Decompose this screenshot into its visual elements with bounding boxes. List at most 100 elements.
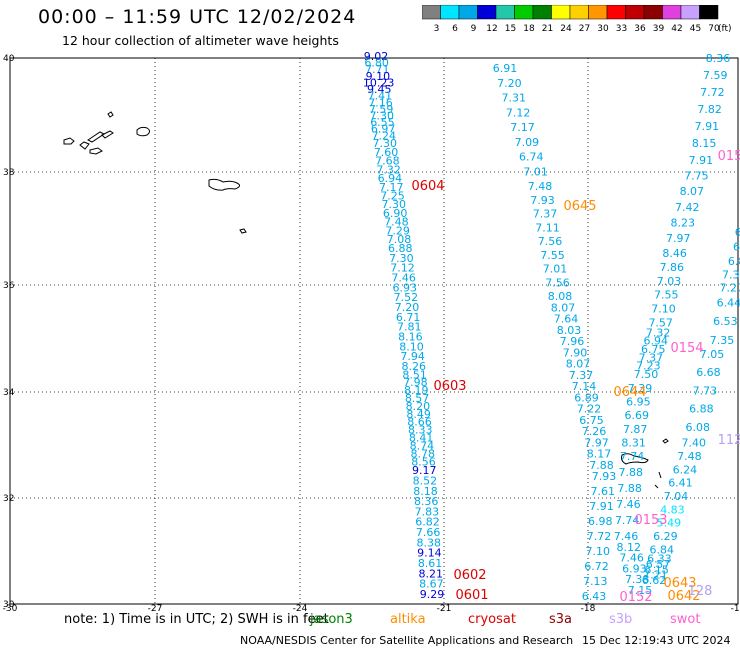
wave-height-value: 7.37 <box>569 369 594 382</box>
wave-height-value: 6.94 <box>643 335 668 348</box>
wave-height-value: 7.46 <box>619 552 644 565</box>
wave-height-value: 7.73 <box>693 384 718 397</box>
footer-credit: NOAA/NESDIS Center for Satellite Applica… <box>240 634 574 647</box>
x-tick-label: -24 <box>293 604 308 612</box>
wave-height-value: 7.87 <box>623 423 648 436</box>
pass-id-label: 0644 <box>613 385 646 400</box>
wave-height-value: 6. <box>735 226 740 239</box>
map-frame <box>9 57 739 605</box>
wave-height-value: 7.41 <box>368 90 393 103</box>
coastline-island <box>654 484 659 489</box>
wave-height-value: 6.75 <box>641 343 666 356</box>
wave-height-value: 8.07 <box>551 301 576 314</box>
wave-height-value: 7.37 <box>639 351 664 364</box>
wave-height-value: 7.30 <box>370 110 395 123</box>
wave-height-value: 7.12 <box>390 262 415 275</box>
wave-height-value: 8.10 <box>399 340 424 353</box>
coastline-island <box>136 126 150 137</box>
wave-height-value: 7.96 <box>560 335 585 348</box>
wave-height-value: 7.59 <box>369 103 394 116</box>
colorbar-tick-label: 33 <box>616 24 627 34</box>
wave-height-value: 7.86 <box>660 261 685 274</box>
wave-height-value: 7.11 <box>535 221 560 234</box>
pass-id-label: 128 <box>688 584 713 599</box>
wave-height-value: 6.69 <box>625 409 650 422</box>
wave-height-value: 7.08 <box>387 233 412 246</box>
wave-height-value: 7.52 <box>394 291 419 304</box>
coastline-island <box>101 130 114 139</box>
wave-height-value: 6.62 <box>642 574 667 587</box>
wave-height-value: 7.25 <box>380 189 405 202</box>
colorbar-tick-label: 36 <box>634 24 646 34</box>
colorbar-unit: (ft) <box>718 24 732 34</box>
wave-height-value: 6.8 <box>728 255 740 268</box>
wave-height-value: 7.30 <box>389 252 414 265</box>
wave-height-value: 6.71 <box>396 311 421 324</box>
wave-height-value: 9.45 <box>367 83 392 96</box>
wave-height-value: 7.03 <box>657 275 682 288</box>
wave-height-value: 7.39 <box>628 382 653 395</box>
wave-height-value: 6.44 <box>717 296 740 309</box>
wave-height-value: 6.57 <box>646 558 671 571</box>
wave-height-value: 7.09 <box>515 136 540 149</box>
wave-height-value: 4.83 <box>660 503 685 516</box>
wave-height-value: 6.24 <box>673 463 698 476</box>
wave-height-value: 7.42 <box>675 201 700 214</box>
wave-height-value: 6.98 <box>588 515 613 528</box>
wave-height-value: 7.88 <box>619 466 644 479</box>
colorbar-tick-label: 42 <box>671 24 682 34</box>
wave-height-value: 5.49 <box>657 517 682 530</box>
wave-height-value: 8.07 <box>680 185 705 198</box>
y-tick-label: 34 <box>3 388 15 398</box>
satellite-jason3-label: jason3 <box>310 612 353 627</box>
wave-height-value: 7.97 <box>584 436 609 449</box>
satellite-swot-label: swot <box>670 612 701 627</box>
wave-height-value: 7.21 <box>643 569 668 582</box>
satellite-altika-label: altika <box>390 612 426 627</box>
wave-height-value: 7.10 <box>586 545 611 558</box>
wave-height-value: 6.82 <box>415 516 440 529</box>
pass-id-label: 0153 <box>634 513 667 528</box>
wave-height-value: 7.23 <box>636 360 661 373</box>
wave-height-value: 6.75 <box>579 414 604 427</box>
wave-height-value: 8.18 <box>413 485 438 498</box>
colorbar-tick-label: 27 <box>579 24 590 34</box>
wave-height-value: 6.53 <box>713 315 738 328</box>
coastline-island <box>89 147 103 155</box>
wave-height-value: 7.20 <box>497 77 522 90</box>
wave-height-value: 7.38 <box>625 573 650 586</box>
wave-height-value: 6.72 <box>584 560 609 573</box>
wave-height-value: 9.10 <box>366 70 391 83</box>
wave-height-value: 7.40 <box>682 437 707 450</box>
wave-height-value: 7.46 <box>616 498 641 511</box>
coastline-island <box>63 137 75 145</box>
wave-height-value: 8.21 <box>418 567 443 580</box>
wave-height-value: 6.93 <box>622 562 647 575</box>
wave-height-value: 7.29 <box>385 224 410 237</box>
pass-id-label: 112 <box>718 433 740 448</box>
pass-id-label: 0152 <box>619 590 652 605</box>
wave-height-value: 7.91 <box>695 120 720 133</box>
pass-id-label: 0601 <box>455 588 488 603</box>
wave-height-value: 7.31 <box>502 92 527 105</box>
colorbar-tick-label: 12 <box>486 24 497 34</box>
colorbar-tick-label: 39 <box>653 24 665 34</box>
wave-height-value: 8.41 <box>409 432 434 445</box>
wave-height-value: 6.80 <box>364 57 389 70</box>
wave-height-value: 7.82 <box>697 103 722 116</box>
wave-height-value: 7.66 <box>416 526 441 539</box>
wave-height-value: 9.14 <box>417 547 442 560</box>
map-subtitle: 12 hour collection of altimeter wave hei… <box>62 33 339 48</box>
coastline-island <box>87 131 105 143</box>
wave-height-map: -30-27-24-21-18-153032343638409.026.807.… <box>3 50 740 612</box>
wave-height-value: 7.48 <box>677 450 702 463</box>
wave-height-value: 7.71 <box>365 63 390 76</box>
map-title: 00:00 – 11:59 UTC 12/02/2024 <box>38 6 357 28</box>
wave-height-value: 8.15 <box>692 137 717 150</box>
pass-id-label: 0154 <box>670 341 703 356</box>
y-tick-label: 36 <box>3 281 15 291</box>
wave-height-value: 7.15 <box>628 584 653 597</box>
wave-height-value: 7.04 <box>664 490 689 503</box>
wave-height-value: 8.12 <box>617 541 642 554</box>
coastline-island <box>662 438 669 444</box>
